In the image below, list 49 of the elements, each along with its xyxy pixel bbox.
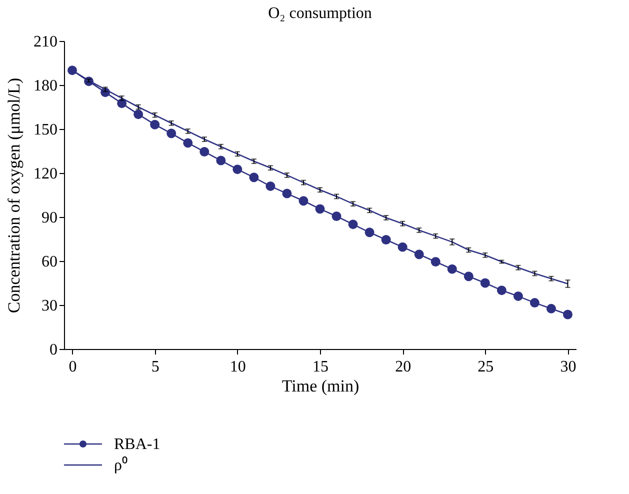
- point: [381, 235, 391, 244]
- point: [546, 304, 556, 314]
- point: [183, 138, 193, 148]
- point: [513, 291, 523, 301]
- point: [430, 257, 440, 266]
- legend-label: ρ⁰: [114, 456, 128, 474]
- legend-label: RBA-1: [114, 436, 160, 453]
- point: [232, 164, 242, 174]
- point: [530, 298, 540, 308]
- point: [249, 172, 259, 182]
- chart-title: O₂ consumption: [268, 5, 372, 22]
- point: [464, 272, 474, 282]
- point: [298, 196, 308, 206]
- y-tick-label: 120: [34, 166, 58, 182]
- point: [414, 250, 424, 260]
- x-tick-label: 20: [395, 358, 412, 376]
- point: [563, 310, 572, 320]
- x-tick-label: 30: [560, 358, 576, 376]
- point: [150, 120, 160, 130]
- y-tick-label: 150: [34, 122, 58, 138]
- point: [398, 242, 408, 252]
- x-axis-title: Time (min): [282, 376, 360, 396]
- y-tick-label: 180: [34, 78, 58, 94]
- point: [332, 212, 342, 221]
- point: [282, 188, 292, 198]
- x-tick-label: 10: [230, 358, 246, 376]
- point: [134, 110, 144, 120]
- y-tick-label: 60: [42, 254, 58, 270]
- point: [364, 228, 374, 238]
- x-tick-label: 5: [151, 358, 160, 376]
- x-tick-label: 25: [478, 358, 494, 376]
- point: [216, 156, 226, 166]
- point: [117, 98, 127, 108]
- point: [200, 147, 210, 156]
- point: [348, 220, 358, 230]
- point: [496, 286, 506, 296]
- point: [447, 264, 457, 274]
- y-tick-label: 30: [42, 298, 58, 314]
- point: [68, 66, 77, 76]
- x-tick-label: 15: [312, 358, 328, 376]
- point: [266, 181, 276, 191]
- y-tick-label: 210: [34, 34, 58, 50]
- point: [480, 278, 490, 288]
- point: [166, 128, 176, 138]
- point: [315, 204, 325, 214]
- x-tick-label: 0: [68, 358, 77, 376]
- y-axis-title: Concentration of oxygen (μmol/L): [4, 78, 24, 314]
- y-tick-label: 90: [42, 210, 58, 226]
- y-tick-label: 0: [50, 342, 58, 358]
